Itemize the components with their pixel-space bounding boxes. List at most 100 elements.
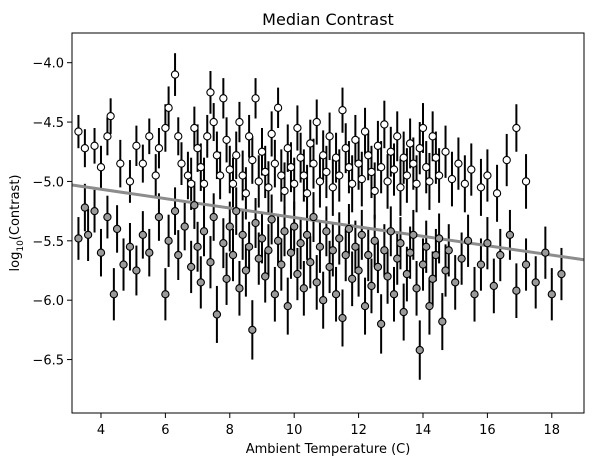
data-point-1-88	[415, 345, 424, 355]
data-point-1-92	[428, 274, 437, 283]
data-point-1-108	[521, 260, 531, 269]
data-point-1-1	[80, 203, 90, 212]
data-point-0-40	[254, 177, 263, 186]
data-point-0-22	[196, 163, 205, 172]
data-point-0-44	[267, 129, 276, 139]
data-point-1-94	[434, 234, 444, 243]
data-point-0-29	[219, 94, 228, 103]
data-point-1-110	[541, 248, 550, 257]
data-point-1-24	[206, 258, 215, 267]
y-tick-label-5: −6.5	[32, 354, 64, 369]
data-point-1-45	[277, 260, 286, 269]
data-point-0-60	[319, 151, 328, 160]
data-point-0-72	[357, 174, 366, 184]
data-point-1-101	[470, 290, 479, 299]
data-point-0-71	[354, 159, 363, 168]
data-point-0-73	[360, 127, 370, 136]
data-point-0-5	[106, 111, 115, 121]
x-tick-label-5: 14	[415, 423, 432, 438]
data-point-1-67	[348, 274, 357, 283]
data-point-0-15	[170, 70, 180, 79]
data-point-1-83	[399, 307, 408, 317]
data-point-0-95	[431, 153, 441, 162]
data-point-0-81	[386, 147, 395, 156]
data-point-1-2	[83, 230, 93, 240]
data-point-0-54	[299, 171, 308, 180]
data-point-0-64	[331, 153, 341, 162]
data-point-1-10	[132, 266, 141, 275]
data-point-0-7	[125, 177, 135, 186]
data-point-1-90	[422, 242, 431, 251]
data-point-1-26	[212, 310, 222, 319]
x-tick-label-7: 18	[544, 423, 561, 438]
data-point-0-92	[422, 163, 431, 172]
data-point-0-42	[261, 167, 270, 177]
data-point-1-105	[496, 250, 505, 260]
data-point-0-47	[277, 171, 286, 180]
data-point-0-88	[409, 159, 418, 168]
data-point-0-63	[328, 183, 337, 192]
data-point-1-62	[331, 290, 341, 299]
data-point-1-87	[412, 284, 421, 293]
data-point-1-106	[505, 230, 515, 240]
data-point-1-28	[222, 274, 231, 283]
data-point-0-75	[367, 167, 376, 177]
trend-line	[72, 183, 584, 262]
data-point-1-71	[360, 301, 370, 311]
data-point-0-68	[344, 163, 354, 172]
data-point-0-80	[383, 177, 392, 186]
data-point-0-85	[399, 153, 408, 162]
data-point-1-47	[283, 301, 292, 311]
data-point-0-77	[373, 141, 383, 150]
data-point-1-32	[235, 284, 244, 293]
data-point-1-85	[405, 248, 415, 257]
data-point-1-84	[402, 269, 412, 279]
data-point-1-44	[273, 236, 283, 245]
x-tick-label-0: 4	[97, 423, 105, 438]
data-point-0-94	[428, 132, 437, 141]
data-point-0-12	[154, 144, 164, 153]
data-point-1-77	[380, 246, 389, 255]
data-point-0-107	[521, 177, 531, 186]
y-tick-label-0: −4.0	[32, 57, 64, 72]
data-point-0-24	[203, 132, 212, 141]
data-point-0-31	[225, 165, 234, 174]
data-point-1-18	[180, 222, 189, 231]
chart-title: Median Contrast	[262, 10, 394, 29]
data-point-0-86	[402, 171, 412, 180]
errorbars-group	[77, 53, 563, 380]
data-point-0-27	[212, 151, 222, 160]
data-point-0-84	[396, 183, 405, 192]
data-point-0-11	[151, 171, 160, 180]
plot-frame	[71, 32, 585, 414]
data-point-0-66	[338, 106, 347, 115]
data-point-0-74	[364, 151, 373, 160]
data-point-0-102	[476, 183, 486, 192]
data-point-1-68	[351, 242, 360, 251]
data-point-0-100	[460, 179, 470, 188]
data-point-1-107	[512, 286, 521, 295]
plot-area	[72, 53, 584, 380]
data-point-1-13	[154, 212, 164, 222]
data-point-0-46	[273, 103, 283, 112]
data-point-0-30	[222, 135, 231, 145]
data-point-0-55	[302, 189, 312, 198]
data-point-1-42	[267, 215, 276, 224]
data-point-1-58	[319, 296, 328, 305]
data-point-1-7	[112, 224, 122, 234]
data-point-1-82	[396, 239, 405, 248]
data-point-0-98	[447, 174, 457, 184]
data-point-1-34	[241, 266, 251, 275]
data-point-1-49	[290, 222, 299, 231]
data-point-0-48	[280, 186, 289, 196]
data-point-1-19	[186, 262, 196, 272]
data-point-1-30	[228, 250, 238, 260]
data-point-1-112	[557, 269, 566, 279]
data-point-1-66	[344, 224, 354, 234]
data-point-0-37	[244, 132, 254, 141]
data-point-0-62	[325, 132, 334, 141]
data-point-1-36	[248, 325, 257, 335]
data-point-0-19	[186, 179, 196, 188]
data-point-0-32	[228, 179, 238, 188]
